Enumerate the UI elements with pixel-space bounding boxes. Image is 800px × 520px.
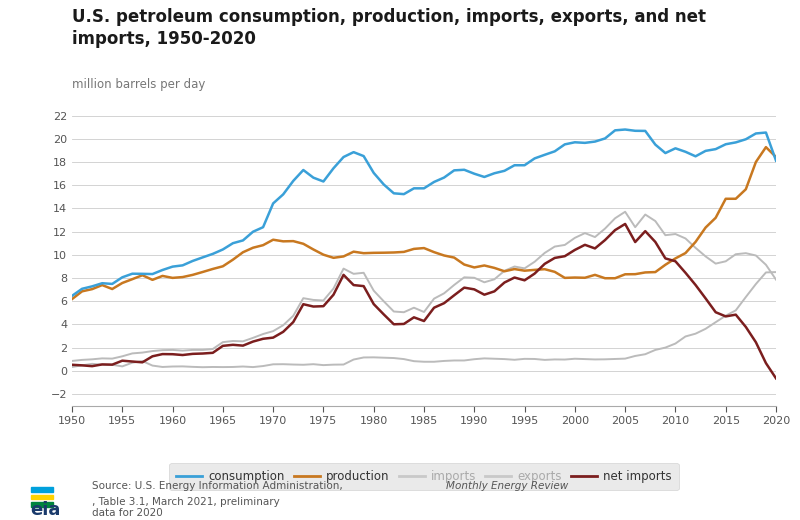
- Text: million barrels per day: million barrels per day: [72, 78, 206, 91]
- Legend: consumption, production, imports, exports, net imports: consumption, production, imports, export…: [169, 463, 679, 490]
- Text: eia: eia: [30, 501, 61, 519]
- Text: Source: U.S. Energy Information Administration,: Source: U.S. Energy Information Administ…: [92, 481, 346, 491]
- Text: , Table 3.1, March 2021, preliminary
data for 2020: , Table 3.1, March 2021, preliminary dat…: [92, 497, 280, 518]
- FancyArrow shape: [30, 495, 53, 499]
- Text: Monthly Energy Review: Monthly Energy Review: [446, 481, 569, 491]
- Text: U.S. petroleum consumption, production, imports, exports, and net
imports, 1950-: U.S. petroleum consumption, production, …: [72, 8, 706, 48]
- FancyArrow shape: [30, 502, 53, 506]
- FancyArrow shape: [30, 487, 53, 492]
